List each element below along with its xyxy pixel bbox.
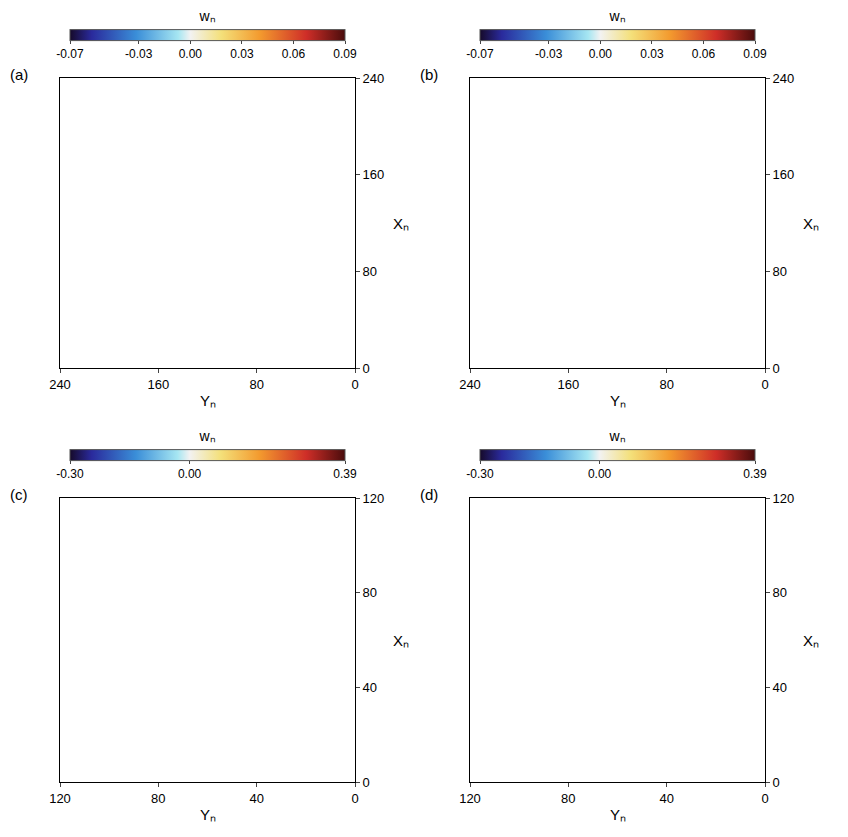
svg-text:-0.30: -0.30 bbox=[56, 467, 84, 481]
svg-text:Xₙ: Xₙ bbox=[803, 215, 819, 232]
svg-text:0.00: 0.00 bbox=[178, 467, 202, 481]
svg-text:80: 80 bbox=[773, 585, 787, 600]
svg-text:160: 160 bbox=[773, 167, 795, 182]
svg-text:0.06: 0.06 bbox=[692, 47, 716, 61]
svg-text:120: 120 bbox=[459, 791, 481, 806]
svg-text:80: 80 bbox=[249, 377, 263, 392]
svg-text:wₙ: wₙ bbox=[198, 428, 215, 444]
svg-text:Yₙ: Yₙ bbox=[200, 392, 216, 409]
svg-text:0.00: 0.00 bbox=[589, 47, 613, 61]
svg-text:40: 40 bbox=[773, 680, 787, 695]
svg-text:0: 0 bbox=[363, 775, 370, 790]
svg-text:0.03: 0.03 bbox=[230, 47, 254, 61]
svg-text:240: 240 bbox=[363, 71, 385, 86]
svg-text:0.03: 0.03 bbox=[640, 47, 664, 61]
svg-text:80: 80 bbox=[151, 791, 165, 806]
svg-text:0: 0 bbox=[363, 361, 370, 376]
svg-text:-0.07: -0.07 bbox=[466, 47, 494, 61]
svg-text:40: 40 bbox=[249, 791, 263, 806]
svg-text:80: 80 bbox=[561, 791, 575, 806]
svg-text:-0.07: -0.07 bbox=[56, 47, 84, 61]
svg-text:Xₙ: Xₙ bbox=[393, 215, 409, 232]
svg-text:-0.03: -0.03 bbox=[535, 47, 563, 61]
svg-text:(b): (b) bbox=[420, 66, 438, 83]
svg-text:-0.03: -0.03 bbox=[125, 47, 153, 61]
svg-text:0.00: 0.00 bbox=[588, 467, 612, 481]
svg-text:Yₙ: Yₙ bbox=[610, 392, 626, 409]
svg-text:0.06: 0.06 bbox=[282, 47, 306, 61]
svg-text:(d): (d) bbox=[420, 486, 438, 503]
svg-text:240: 240 bbox=[49, 377, 71, 392]
svg-text:40: 40 bbox=[659, 791, 673, 806]
svg-text:240: 240 bbox=[773, 71, 795, 86]
svg-text:80: 80 bbox=[659, 377, 673, 392]
svg-text:0.39: 0.39 bbox=[743, 467, 767, 481]
svg-text:160: 160 bbox=[557, 377, 579, 392]
svg-text:0: 0 bbox=[773, 775, 780, 790]
svg-text:-0.30: -0.30 bbox=[466, 467, 494, 481]
svg-text:Yₙ: Yₙ bbox=[610, 806, 626, 823]
svg-text:0.09: 0.09 bbox=[333, 47, 357, 61]
svg-text:160: 160 bbox=[147, 377, 169, 392]
svg-text:0.00: 0.00 bbox=[179, 47, 203, 61]
svg-text:Xₙ: Xₙ bbox=[803, 632, 819, 649]
svg-text:80: 80 bbox=[773, 264, 787, 279]
svg-text:Yₙ: Yₙ bbox=[200, 806, 216, 823]
svg-text:120: 120 bbox=[49, 791, 71, 806]
svg-text:80: 80 bbox=[363, 264, 377, 279]
svg-text:0.09: 0.09 bbox=[743, 47, 767, 61]
svg-text:120: 120 bbox=[363, 491, 385, 506]
svg-text:wₙ: wₙ bbox=[198, 8, 215, 24]
svg-text:120: 120 bbox=[773, 491, 795, 506]
svg-text:0: 0 bbox=[351, 377, 358, 392]
svg-text:0: 0 bbox=[761, 377, 768, 392]
svg-text:wₙ: wₙ bbox=[608, 8, 625, 24]
svg-text:240: 240 bbox=[459, 377, 481, 392]
svg-text:Xₙ: Xₙ bbox=[393, 632, 409, 649]
svg-text:160: 160 bbox=[363, 167, 385, 182]
svg-text:0: 0 bbox=[351, 791, 358, 806]
svg-text:0: 0 bbox=[773, 361, 780, 376]
svg-text:0.39: 0.39 bbox=[333, 467, 357, 481]
svg-text:(a): (a) bbox=[10, 66, 28, 83]
svg-text:0: 0 bbox=[761, 791, 768, 806]
svg-text:40: 40 bbox=[363, 680, 377, 695]
svg-text:80: 80 bbox=[363, 585, 377, 600]
svg-text:(c): (c) bbox=[10, 486, 28, 503]
svg-text:wₙ: wₙ bbox=[608, 428, 625, 444]
